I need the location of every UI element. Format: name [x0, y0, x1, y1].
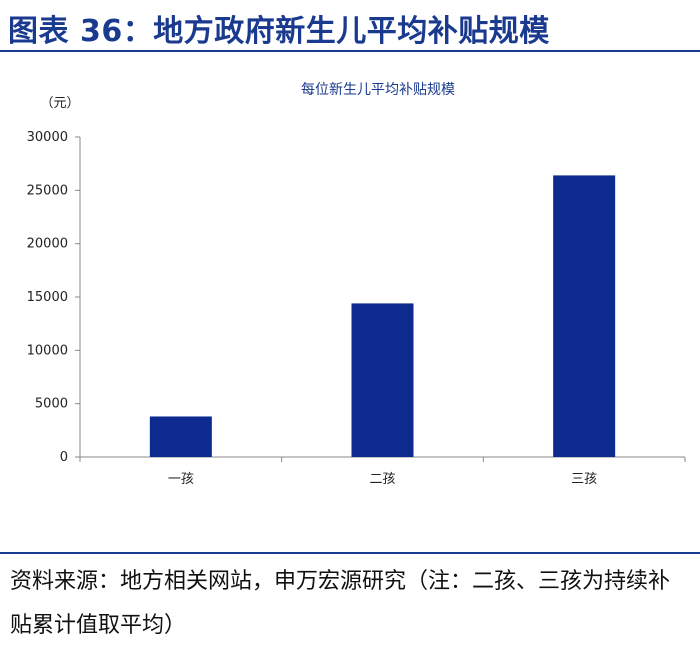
bar-chart: 每位新生儿平均补贴规模 （元） 0 5000 10000 15000 20000 2500… [27, 82, 686, 487]
y-tick-label: 15000 [27, 290, 68, 305]
x-tick-label: 二孩 [369, 472, 395, 487]
x-tick-label: 一孩 [168, 472, 194, 487]
source-divider [0, 552, 700, 554]
bar-2 [351, 303, 414, 457]
y-tick-label: 5000 [35, 397, 68, 412]
y-axis-ticks: 0 5000 10000 15000 20000 25000 30000 [27, 130, 80, 465]
chart-bars [149, 175, 616, 457]
bar-3 [553, 175, 616, 457]
bar-1 [149, 416, 212, 457]
y-tick-label: 20000 [27, 237, 68, 252]
x-tick-label: 三孩 [571, 472, 597, 487]
figure-title: 图表 36：地方政府新生儿平均补贴规模 [8, 14, 550, 49]
source-note: 资料来源：地方相关网站，申万宏源研究（注：二孩、三孩为持续补贴累计值取平均） [10, 569, 671, 638]
title-divider [0, 50, 700, 52]
x-axis-ticks: 一孩 二孩 三孩 [79, 457, 686, 487]
y-axis-unit-label: （元） [40, 96, 79, 111]
y-tick-label: 30000 [27, 130, 68, 145]
y-tick-label: 25000 [27, 183, 68, 198]
y-tick-label: 0 [60, 450, 68, 465]
chart-title: 每位新生儿平均补贴规模 [301, 82, 455, 98]
y-tick-label: 10000 [27, 343, 68, 358]
